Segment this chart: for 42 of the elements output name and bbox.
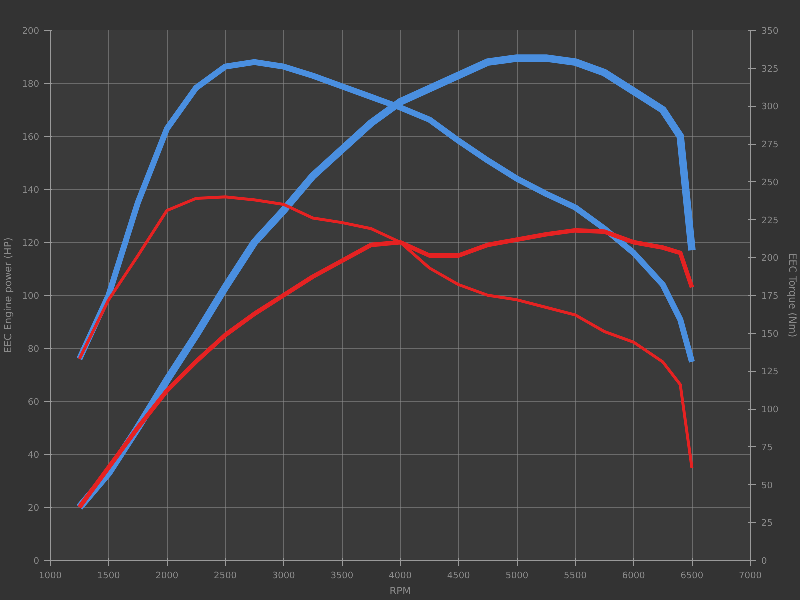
y-tick-label: 100 (22, 292, 40, 302)
x-tick-label: 3000 (272, 572, 296, 582)
y2-axis-title: EEC Torque (Nm) (786, 253, 798, 338)
y2-tick-label: 225 (762, 216, 779, 226)
y-axis-title: EEC Engine power (HP) (3, 238, 14, 354)
y2-tick-label: 275 (762, 140, 779, 151)
y2-tick-label: 250 (762, 178, 779, 188)
y-tick-label: 20 (28, 504, 40, 514)
y2-tick-label: 0 (762, 557, 768, 567)
y-tick-label: 140 (22, 186, 40, 196)
y-tick-label: 160 (22, 133, 40, 143)
y2-tick-label: 50 (762, 481, 774, 492)
y-tick-label: 40 (28, 451, 40, 461)
x-tick-label: 5500 (564, 572, 588, 582)
y2-tick-label: 100 (762, 406, 779, 416)
y-tick-label: 60 (28, 398, 40, 408)
y2-tick-label: 300 (762, 102, 779, 113)
x-tick-label: 6000 (622, 572, 646, 582)
x-tick-label: 1000 (39, 572, 62, 582)
x-tick-label: 5000 (506, 572, 529, 582)
x-tick-label: 3500 (330, 572, 354, 582)
y2-tick-label: 350 (762, 27, 779, 37)
x-tick-label: 7000 (739, 572, 762, 582)
y-tick-label: 80 (28, 345, 40, 355)
y2-tick-label: 175 (762, 292, 779, 302)
x-tick-label: 2500 (214, 572, 238, 582)
y-tick-label: 120 (22, 239, 40, 249)
y2-tick-label: 125 (762, 368, 779, 378)
y2-tick-label: 325 (762, 64, 779, 75)
y-tick-label: 0 (34, 557, 40, 567)
x-tick-label: 4000 (389, 572, 412, 582)
x-tick-label: 6500 (680, 572, 704, 582)
y-tick-label: 200 (22, 27, 40, 37)
y2-tick-label: 75 (762, 443, 773, 454)
x-tick-label: 4500 (447, 572, 471, 582)
y2-tick-label: 200 (762, 254, 779, 264)
x-tick-label: 1500 (97, 572, 121, 582)
x-tick-label: 2000 (156, 572, 179, 582)
y2-tick-label: 150 (762, 330, 779, 340)
y-tick-label: 180 (22, 80, 40, 90)
y2-tick-label: 25 (762, 519, 773, 530)
x-axis-title: RPM (390, 586, 412, 598)
